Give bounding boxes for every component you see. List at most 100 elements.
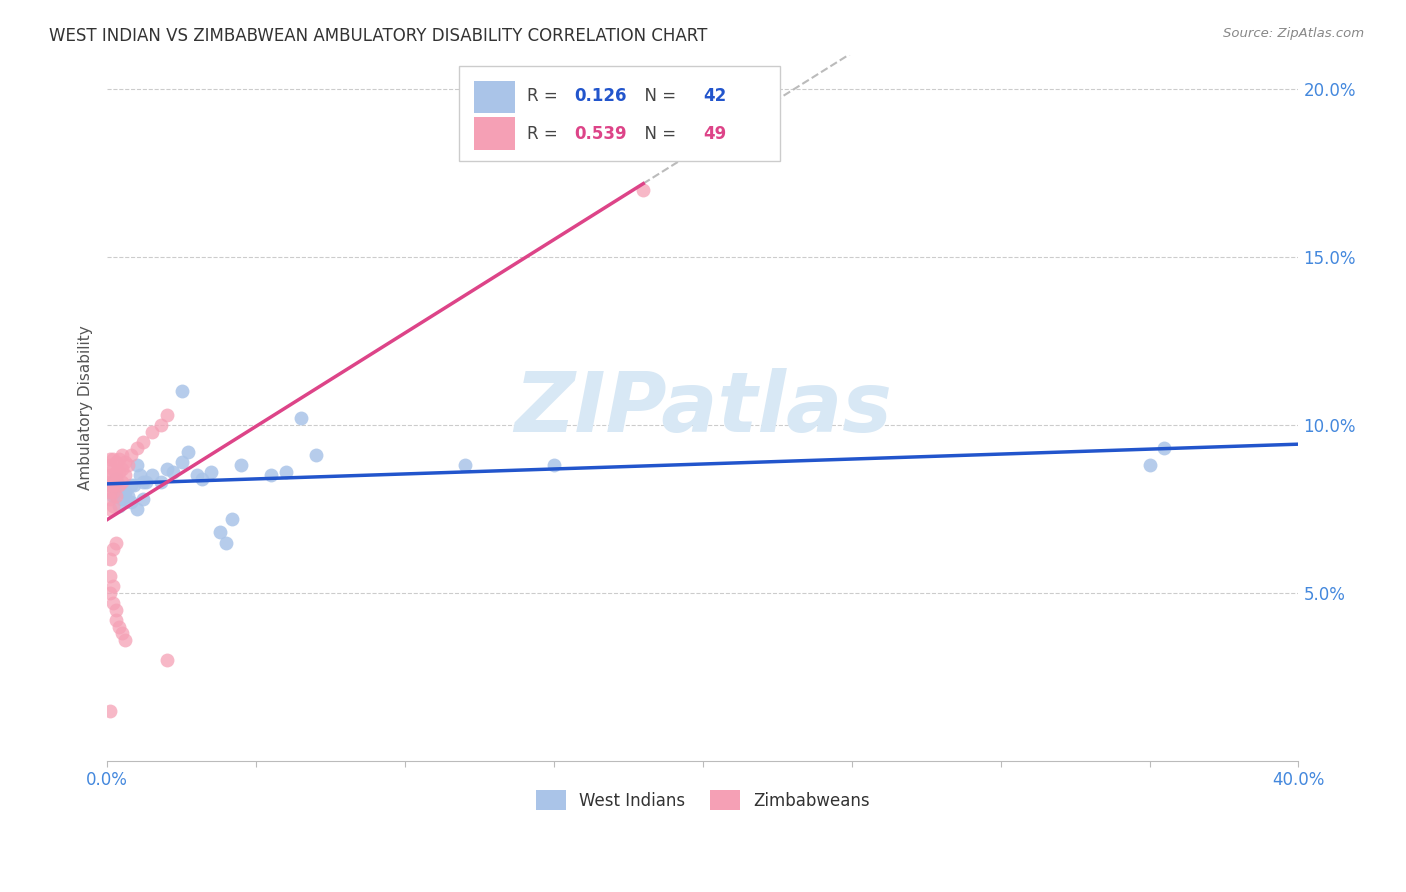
Point <box>98 552 121 566</box>
Point <box>101 461 124 475</box>
Point <box>111 461 134 475</box>
Point <box>1139 458 1161 473</box>
Text: R =: R = <box>526 87 562 105</box>
Point <box>1153 442 1175 456</box>
Point <box>101 451 124 466</box>
Point <box>170 384 193 399</box>
FancyBboxPatch shape <box>458 66 780 161</box>
Point <box>132 491 155 506</box>
Point <box>125 442 148 456</box>
Text: 0.126: 0.126 <box>574 87 627 105</box>
Point <box>101 478 124 492</box>
Point <box>101 489 124 503</box>
Point <box>209 525 232 540</box>
Point <box>114 485 136 500</box>
Point <box>98 475 121 489</box>
Point <box>98 485 121 500</box>
Text: N =: N = <box>634 87 681 105</box>
Point <box>290 411 312 425</box>
Point <box>105 485 128 500</box>
Point <box>108 619 131 633</box>
Text: 42: 42 <box>703 87 725 105</box>
Point <box>156 461 179 475</box>
Text: Source: ZipAtlas.com: Source: ZipAtlas.com <box>1223 27 1364 40</box>
Point <box>114 468 136 483</box>
Point <box>101 475 124 489</box>
Text: R =: R = <box>526 125 562 144</box>
Point <box>101 468 124 483</box>
Point <box>156 408 179 422</box>
Point <box>260 468 283 483</box>
Point <box>98 468 121 483</box>
Point <box>101 596 124 610</box>
Point <box>200 465 222 479</box>
Point <box>274 465 297 479</box>
Point <box>176 445 198 459</box>
Point <box>132 475 155 489</box>
Point <box>101 485 124 500</box>
Point <box>149 475 172 489</box>
Point <box>105 475 128 489</box>
Text: 49: 49 <box>703 125 725 144</box>
Point <box>129 468 152 483</box>
Point <box>98 451 121 466</box>
Point <box>114 633 136 648</box>
Point <box>105 535 128 549</box>
Point <box>108 499 131 513</box>
Point <box>105 603 128 617</box>
Point <box>221 512 243 526</box>
Point <box>149 417 172 432</box>
Point <box>111 448 134 462</box>
Text: N =: N = <box>634 125 681 144</box>
Legend: West Indians, Zimbabweans: West Indians, Zimbabweans <box>529 784 877 816</box>
Point <box>98 502 121 516</box>
Point <box>125 458 148 473</box>
Point <box>105 455 128 469</box>
Point <box>633 183 655 197</box>
Text: WEST INDIAN VS ZIMBABWEAN AMBULATORY DISABILITY CORRELATION CHART: WEST INDIAN VS ZIMBABWEAN AMBULATORY DIS… <box>49 27 707 45</box>
Point <box>114 455 136 469</box>
Point <box>101 579 124 593</box>
Point <box>543 458 565 473</box>
FancyBboxPatch shape <box>474 80 515 113</box>
Point <box>98 491 121 506</box>
Point <box>141 425 163 439</box>
Point <box>125 502 148 516</box>
Point <box>111 626 134 640</box>
FancyBboxPatch shape <box>474 117 515 150</box>
Point <box>111 491 134 506</box>
Point <box>105 472 128 486</box>
Point <box>101 542 124 557</box>
Point <box>105 613 128 627</box>
Point <box>120 495 142 509</box>
Point <box>170 455 193 469</box>
Point <box>117 458 139 473</box>
Point <box>105 489 128 503</box>
Point <box>117 489 139 503</box>
Point <box>135 475 157 489</box>
Point <box>122 478 145 492</box>
Point <box>111 475 134 489</box>
Point <box>98 458 121 473</box>
Point <box>141 468 163 483</box>
Point <box>304 448 326 462</box>
Point <box>98 586 121 600</box>
Point <box>108 465 131 479</box>
Point <box>231 458 253 473</box>
Point <box>98 569 121 583</box>
Point <box>98 478 121 492</box>
Point <box>191 472 214 486</box>
Point <box>162 465 184 479</box>
Point <box>156 653 179 667</box>
Point <box>215 535 238 549</box>
Point <box>98 478 121 492</box>
Point <box>108 451 131 466</box>
Text: ZIPatlas: ZIPatlas <box>513 368 891 449</box>
Point <box>186 468 208 483</box>
Point <box>120 448 142 462</box>
Point <box>120 478 142 492</box>
Point <box>101 499 124 513</box>
Text: 0.539: 0.539 <box>574 125 627 144</box>
Point <box>132 434 155 449</box>
Point <box>111 482 134 496</box>
